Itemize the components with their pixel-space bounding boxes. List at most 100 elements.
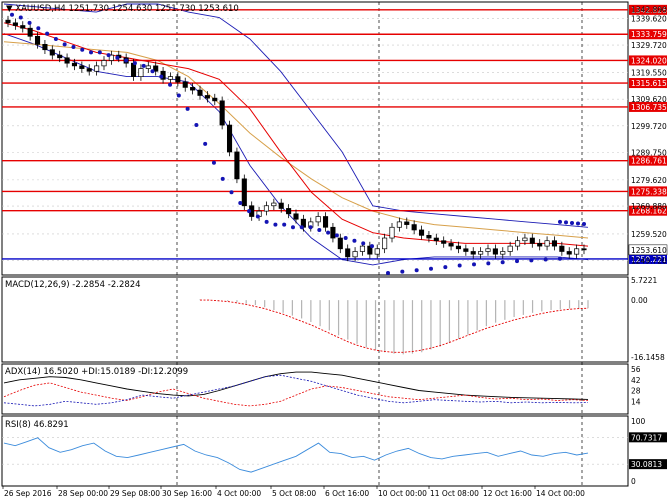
level-label-bg <box>629 29 667 40</box>
macd-tick: 5.7221 <box>631 276 657 285</box>
candle-body <box>57 54 63 59</box>
bollinger-upper-line <box>3 3 589 228</box>
candle-body <box>507 245 513 252</box>
candle-body <box>20 25 26 29</box>
dropdown-triangle-icon: ▼ <box>6 4 15 14</box>
psar-dot <box>282 222 287 227</box>
macd-axis: 5.7221 0.00 -16.1458 <box>631 276 665 362</box>
level-label: 1342.826 <box>631 6 667 15</box>
candle-body <box>500 251 506 255</box>
adx-tick: 56 <box>631 365 641 374</box>
macd-signal-line <box>200 299 589 353</box>
psar-dot <box>238 201 243 206</box>
candle-body <box>337 237 343 250</box>
main-panel-frame <box>1 1 629 276</box>
candle-body <box>463 248 469 252</box>
psar-dot <box>529 258 534 263</box>
candle-body <box>574 248 580 255</box>
rsi-panel-frame <box>1 415 629 487</box>
time-tick-label: 12 Oct 16:00 <box>483 489 532 498</box>
chart-title: ▼ XAUUSD,H4 1251.730 1254.630 1251.730 1… <box>6 4 239 14</box>
time-tick-label: 5 Oct 08:00 <box>272 489 316 498</box>
candle-body <box>559 245 565 252</box>
psar-dot <box>159 74 164 79</box>
candle-body <box>49 49 55 56</box>
adx-plus-di-line <box>3 382 589 407</box>
psar-dot <box>515 259 519 264</box>
candle-body <box>433 237 439 242</box>
psar-dot <box>203 141 208 146</box>
psar-dot <box>255 214 260 219</box>
candle-body <box>190 87 196 91</box>
psar-dot <box>500 260 505 265</box>
candle-body <box>42 43 48 51</box>
psar-dot <box>414 268 419 273</box>
chart-title-text: XAUUSD,H4 1251.730 1254.630 1251.730 125… <box>15 4 239 14</box>
candle-body <box>330 226 336 239</box>
candle-body <box>322 216 329 228</box>
candle-body <box>278 202 284 209</box>
price-tick: 1279.620 <box>631 176 667 185</box>
psar-dot <box>472 262 476 267</box>
bollinger-bands <box>3 3 589 266</box>
price-tick: 1319.550 <box>631 68 667 77</box>
level-label-bg <box>629 186 667 197</box>
candle-body <box>551 240 558 247</box>
candle-body <box>382 237 388 250</box>
candle-body <box>145 65 151 69</box>
moving-average-orange <box>3 41 589 239</box>
time-tick-label: 11 Oct 08:00 <box>430 489 479 498</box>
candle-body <box>485 248 491 252</box>
candle-body <box>581 248 587 251</box>
candle-body <box>101 60 107 67</box>
level-label-bg <box>629 101 667 112</box>
macd-tick: 0.00 <box>631 296 648 305</box>
psar-dot <box>457 263 462 268</box>
candle-body <box>12 22 18 26</box>
candle-body <box>241 178 247 207</box>
candle-body <box>293 213 299 220</box>
candle-body <box>130 62 137 77</box>
candle-body <box>448 243 454 247</box>
psar-dot <box>124 58 129 63</box>
psar-dot <box>194 123 199 128</box>
candle-body <box>212 97 218 102</box>
price-tick: 1342.890 <box>631 6 667 15</box>
level-label: 1315.615 <box>631 79 667 88</box>
psar-dot <box>97 50 102 55</box>
parabolic-sar <box>10 12 586 275</box>
candle-body <box>522 237 528 242</box>
time-tick-label: 30 Sep 16:00 <box>162 489 212 498</box>
price-tick: 1329.720 <box>631 41 667 50</box>
horizontal-levels[interactable]: 1342.826 1333.759 1324.020 1315.615 1306.735… <box>2 4 667 264</box>
psar-dot <box>486 261 491 266</box>
candle-body <box>514 240 521 247</box>
level-label-bg <box>629 205 667 216</box>
candle-body <box>352 251 358 258</box>
psar-dot <box>582 222 586 227</box>
psar-dot <box>429 266 433 271</box>
candle-body <box>271 202 277 207</box>
adx-main-line <box>3 371 589 400</box>
rsi-level-label: 70.7317 <box>631 433 662 442</box>
candle-body <box>27 27 33 37</box>
candle-body <box>64 57 70 64</box>
level-label-bg <box>629 78 667 89</box>
candle-body <box>79 65 85 69</box>
psar-dot <box>317 227 322 232</box>
time-tick-label: 10 Oct 00:00 <box>378 489 427 498</box>
psar-dot <box>176 93 181 98</box>
psar-dot <box>53 36 58 41</box>
candle-body <box>374 248 380 255</box>
candle-body <box>153 65 159 72</box>
candle-body <box>470 251 476 255</box>
candle-body <box>219 100 225 126</box>
psar-dot <box>558 219 562 224</box>
candle-body <box>478 251 484 255</box>
price-tick: 1309.620 <box>631 95 667 104</box>
candle-body <box>167 76 174 80</box>
rsi-line <box>3 437 589 473</box>
candle-body <box>529 237 535 244</box>
macd-title: MACD(12,26,9) -2.2854 -2.2824 <box>5 280 141 290</box>
